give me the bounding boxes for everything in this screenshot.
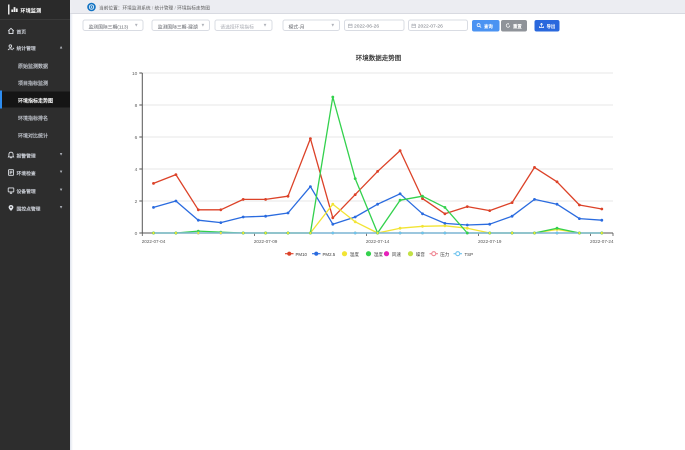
svg-text:0: 0 [135,231,138,237]
svg-text:噪音: 噪音 [416,251,426,258]
svg-text:PM2.5: PM2.5 [323,252,336,257]
svg-text:10: 10 [132,71,138,77]
svg-text:TSP: TSP [465,252,474,257]
svg-text:4: 4 [135,167,138,173]
svg-text:湿度: 湿度 [374,251,384,258]
svg-text:8: 8 [135,103,138,109]
svg-text:压力: 压力 [440,251,450,258]
svg-text:风速: 风速 [392,252,402,258]
svg-text:温度: 温度 [350,251,360,258]
svg-text:2022-07-14: 2022-07-14 [366,239,390,244]
svg-text:PM10: PM10 [296,252,308,257]
svg-text:2022-07-24: 2022-07-24 [590,239,614,244]
svg-text:6: 6 [135,135,138,141]
svg-text:2: 2 [135,199,138,205]
svg-text:2022-07-09: 2022-07-09 [254,239,278,244]
svg-text:2022-07-04: 2022-07-04 [142,239,166,244]
svg-text:2022-07-19: 2022-07-19 [478,239,502,244]
